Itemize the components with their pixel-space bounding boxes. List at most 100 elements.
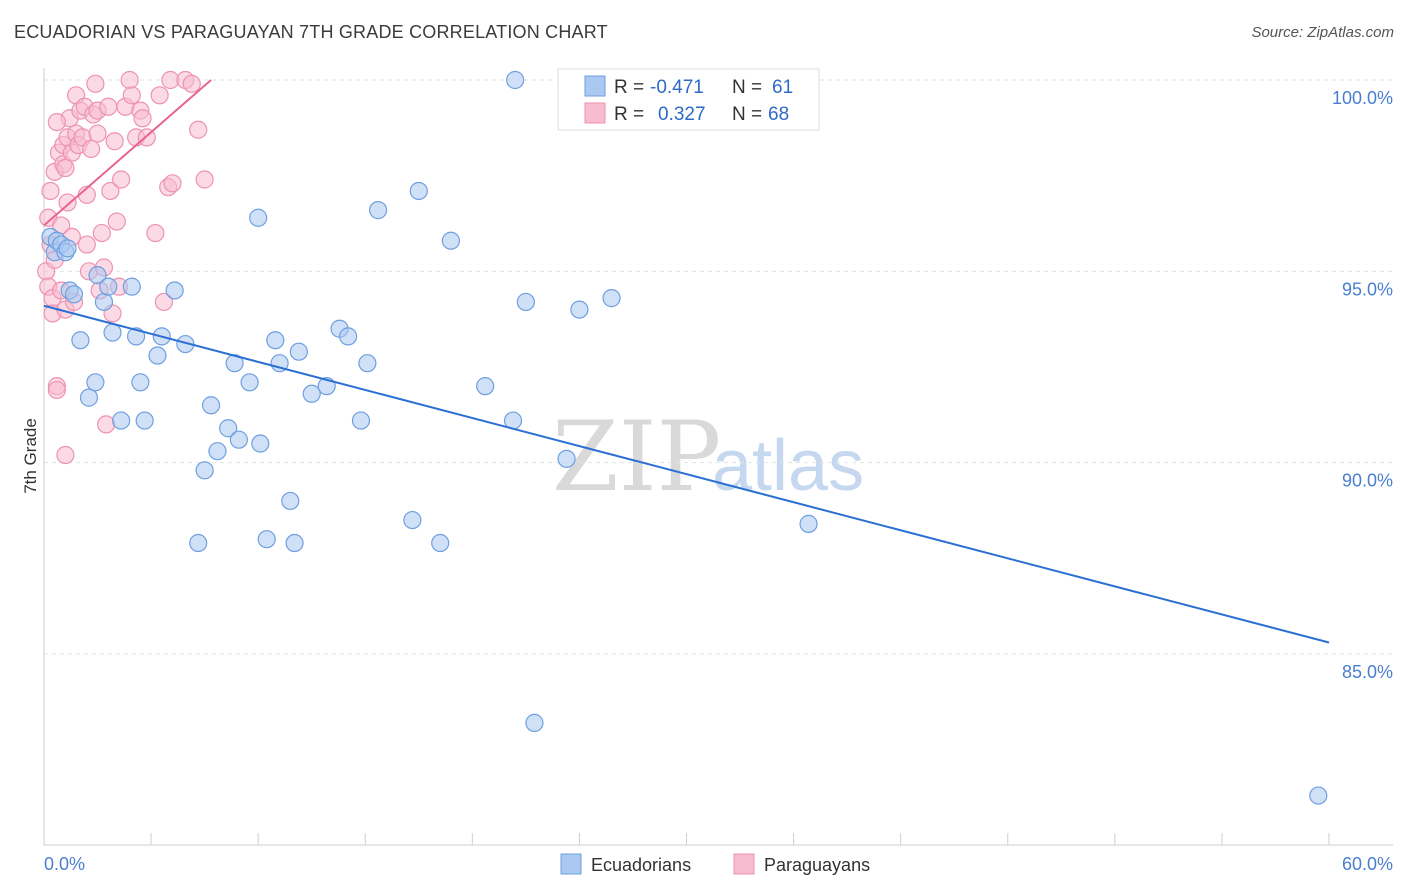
data-point-ecuadorians (339, 327, 358, 346)
data-point-ecuadorians (122, 277, 141, 296)
trend-line-ecuadorians (43, 304, 1330, 644)
data-point-paraguayans (56, 158, 75, 178)
data-point-paraguayans (58, 193, 77, 212)
legend-r-label-ecuadorians: R = (614, 77, 644, 98)
data-point-paraguayans (122, 86, 141, 105)
data-point-ecuadorians (79, 388, 99, 407)
bottom-legend-ecuadorians: Ecuadorians (591, 855, 691, 875)
data-point-ecuadorians (602, 289, 621, 308)
y-axis-tick-labels: 100.0% 95.0% 90.0% 85.0% (1332, 88, 1393, 682)
legend-n-ecuadorians: 61 (772, 77, 793, 98)
y-tick-label: 90.0% (1342, 471, 1393, 491)
y-tick-label: 85.0% (1342, 662, 1393, 682)
data-point-paraguayans (92, 223, 111, 243)
series-legend: Ecuadorians Paraguayans (560, 853, 870, 875)
legend-n-paraguayans: 68 (768, 104, 789, 125)
data-point-paraguayans (56, 445, 75, 465)
bottom-legend-swatch-ecuadorians (560, 853, 582, 875)
data-point-ecuadorians (219, 419, 238, 438)
legend-swatch-ecuadorians (584, 75, 606, 97)
data-point-ecuadorians (225, 354, 244, 373)
data-point-ecuadorians (799, 514, 818, 533)
data-point-paraguayans (99, 97, 118, 116)
data-point-paraguayans (86, 74, 105, 93)
chart-title: ECUADORIAN VS PARAGUAYAN 7TH GRADE CORRE… (14, 22, 608, 42)
data-point-ecuadorians (148, 346, 167, 365)
data-point-ecuadorians (525, 713, 544, 732)
data-point-paraguayans (88, 124, 107, 143)
data-point-ecuadorians (431, 533, 450, 553)
data-point-paraguayans (47, 112, 66, 132)
data-point-ecuadorians (557, 449, 576, 468)
legend-n-label-ecuadorians: N = (732, 77, 762, 98)
data-point-ecuadorians (351, 411, 371, 430)
data-point-ecuadorians (195, 461, 214, 480)
data-point-ecuadorians (506, 70, 525, 90)
data-point-ecuadorians (86, 373, 105, 392)
stats-legend: R = -0.471 N = 61 R = 0.327 N = 68 (557, 68, 820, 131)
series-paraguayans-points (37, 70, 214, 465)
data-point-paraguayans (82, 139, 101, 158)
axes (43, 68, 1393, 846)
data-point-paraguayans (41, 181, 60, 201)
data-point-ecuadorians (476, 377, 495, 396)
data-point-ecuadorians (403, 510, 422, 530)
data-point-ecuadorians (189, 533, 208, 553)
data-point-ecuadorians (131, 373, 150, 392)
x-tick-label-min: 0.0% (44, 854, 85, 874)
data-point-ecuadorians (71, 331, 90, 350)
data-point-ecuadorians (94, 292, 114, 312)
data-point-ecuadorians (289, 342, 308, 361)
data-point-ecuadorians (570, 300, 589, 319)
trend-line-paraguayans (43, 79, 212, 227)
series-ecuadorians-points (41, 70, 1328, 805)
data-point-paraguayans (133, 109, 152, 128)
data-point-ecuadorians (251, 434, 270, 453)
data-point-ecuadorians (285, 533, 304, 553)
grid-lines (44, 79, 1393, 655)
data-point-paraguayans (154, 292, 174, 312)
data-point-ecuadorians (266, 331, 285, 350)
data-point-ecuadorians (302, 384, 321, 403)
data-point-ecuadorians (165, 281, 184, 300)
y-tick-label: 95.0% (1342, 279, 1393, 299)
data-point-ecuadorians (409, 181, 428, 201)
data-point-ecuadorians (126, 327, 146, 346)
data-point-paraguayans (163, 174, 182, 193)
data-point-ecuadorians (88, 266, 107, 285)
data-point-ecuadorians (358, 354, 377, 373)
data-point-paraguayans (146, 223, 165, 243)
data-point-paraguayans (77, 235, 96, 254)
data-point-paraguayans (195, 170, 214, 189)
bottom-legend-swatch-paraguayans (733, 853, 755, 875)
data-point-paraguayans (47, 380, 66, 400)
data-point-ecuadorians (369, 201, 388, 220)
legend-swatch-paraguayans (584, 102, 606, 124)
data-point-paraguayans (150, 86, 169, 105)
data-point-paraguayans (111, 170, 131, 189)
data-point-paraguayans (120, 70, 139, 90)
legend-n-label-paraguayans: N = (732, 104, 762, 125)
data-point-paraguayans (107, 212, 126, 231)
data-point-ecuadorians (103, 323, 122, 342)
trend-lines (43, 79, 1330, 644)
data-point-paraguayans (97, 415, 116, 434)
data-point-paraguayans (105, 132, 124, 151)
watermark-atlas: atlas (712, 426, 864, 506)
y-tick-label: 100.0% (1332, 88, 1393, 108)
data-point-ecuadorians (58, 239, 77, 258)
data-point-ecuadorians (281, 491, 300, 511)
data-point-ecuadorians (516, 292, 535, 312)
x-tick-label-max: 60.0% (1342, 854, 1393, 874)
data-point-ecuadorians (257, 530, 276, 549)
legend-r-label-paraguayans: R = (614, 104, 644, 125)
data-point-paraguayans (101, 181, 120, 201)
chart-source: Source: ZipAtlas.com (1251, 24, 1394, 41)
data-point-paraguayans (182, 74, 201, 93)
data-point-ecuadorians (441, 231, 461, 250)
data-point-paraguayans (189, 120, 208, 139)
legend-r-ecuadorians: -0.471 (650, 77, 704, 98)
data-point-ecuadorians (229, 430, 248, 449)
data-point-ecuadorians (64, 285, 84, 304)
